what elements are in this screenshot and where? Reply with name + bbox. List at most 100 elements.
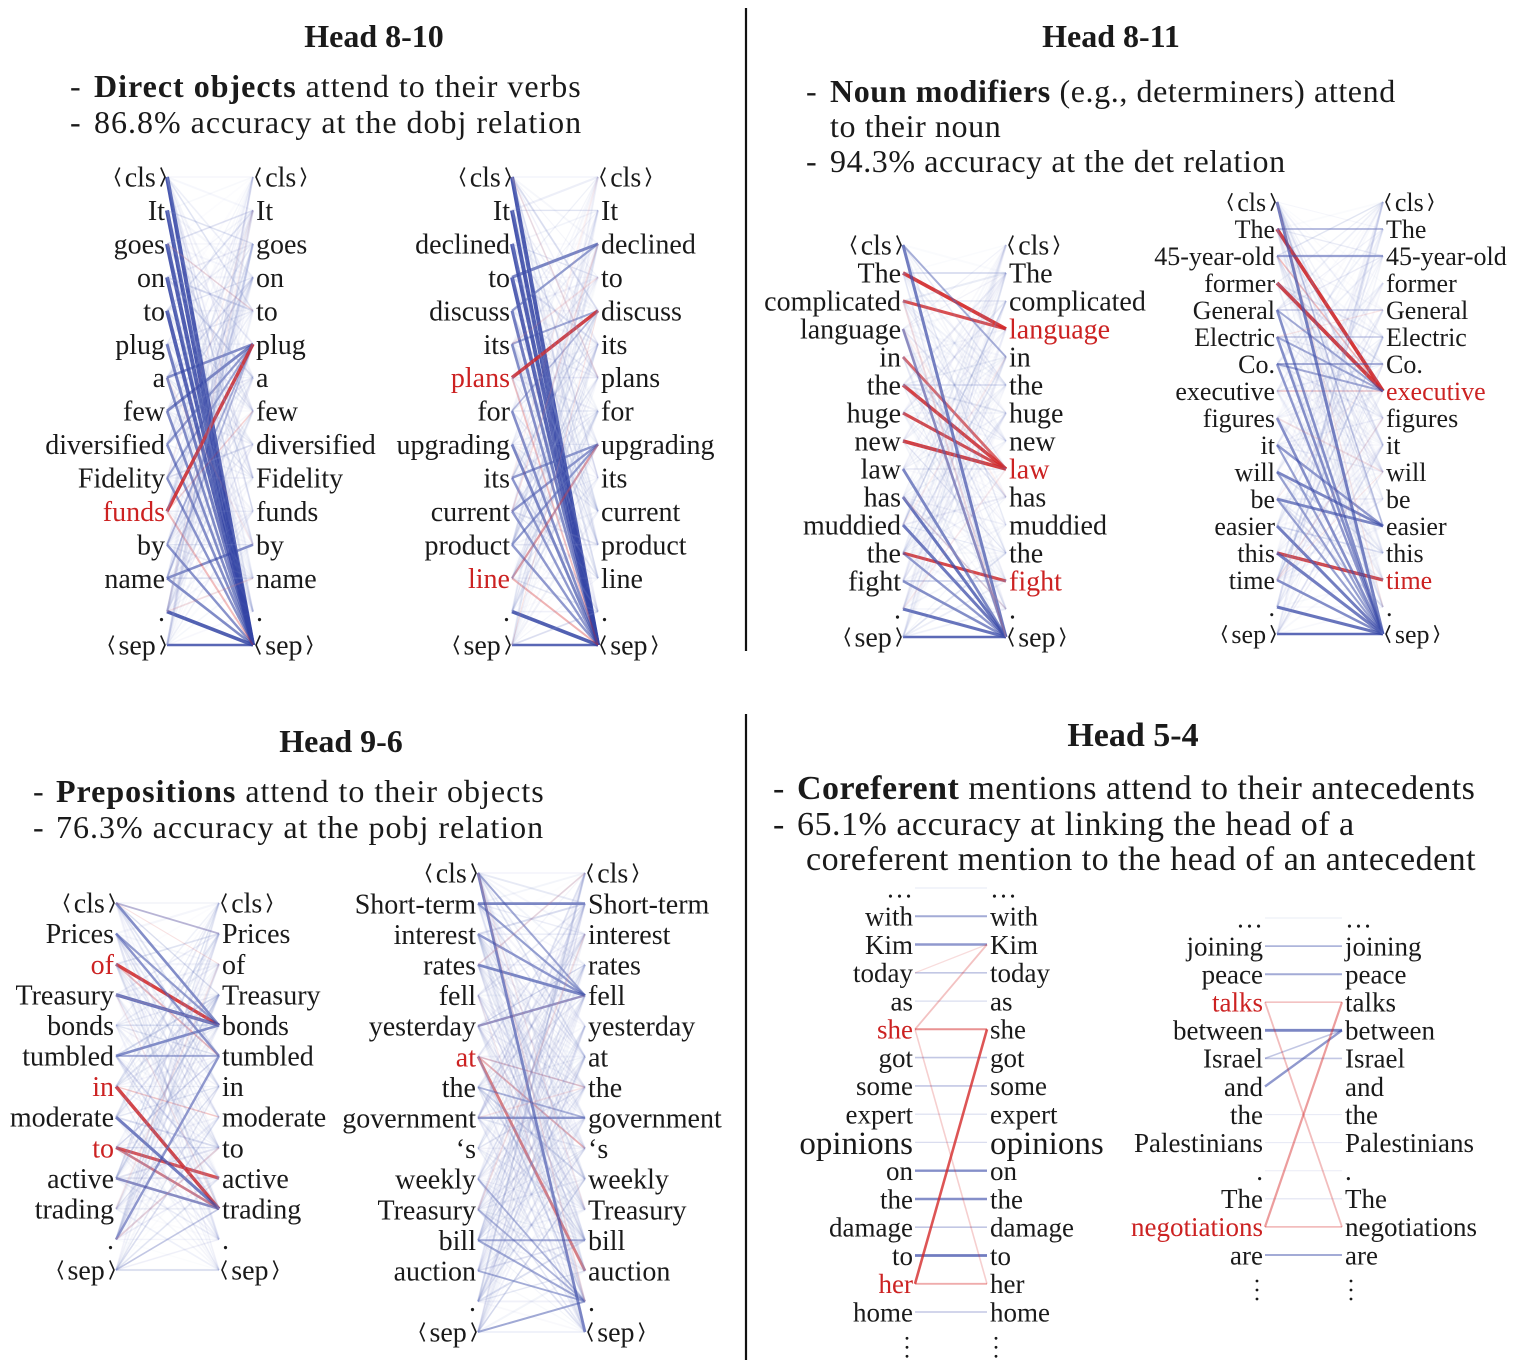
svg-text:at: at	[588, 1042, 608, 1073]
svg-text:some: some	[990, 1071, 1047, 1101]
svg-text:coreferent mention to the head: coreferent mention to the head of an ant…	[806, 841, 1476, 878]
svg-text:interest: interest	[588, 920, 671, 951]
svg-text:Head 5-4: Head 5-4	[1067, 717, 1198, 754]
svg-text:-: -	[806, 73, 817, 109]
svg-text:as: as	[990, 986, 1013, 1016]
svg-text:fell: fell	[588, 981, 626, 1012]
svg-text:has: has	[864, 483, 901, 514]
svg-text:in: in	[222, 1072, 244, 1103]
svg-text:diversified: diversified	[45, 430, 165, 461]
svg-text:a: a	[256, 363, 269, 394]
svg-text:to: to	[222, 1133, 244, 1164]
svg-text:It: It	[148, 196, 165, 227]
svg-text:today: today	[990, 958, 1050, 988]
svg-text:tumbled: tumbled	[22, 1042, 114, 1073]
svg-text:weekly: weekly	[588, 1165, 669, 1196]
svg-text:-: -	[806, 143, 817, 179]
svg-text:the: the	[867, 371, 901, 402]
svg-text:line: line	[468, 564, 510, 595]
svg-text:negotiations: negotiations	[1131, 1212, 1263, 1242]
svg-text:plug: plug	[115, 330, 165, 361]
svg-text:be: be	[1250, 485, 1275, 514]
svg-text:cls: cls	[1237, 188, 1266, 217]
svg-text:she: she	[877, 1015, 913, 1045]
svg-text:language: language	[1009, 315, 1110, 346]
svg-text:has: has	[1009, 483, 1046, 514]
svg-text:law: law	[861, 455, 902, 486]
svg-text:cls: cls	[610, 163, 641, 194]
svg-text:government: government	[588, 1104, 722, 1135]
svg-text:joining: joining	[1185, 931, 1263, 961]
svg-text:for: for	[601, 397, 634, 428]
svg-text:goes: goes	[256, 230, 307, 261]
svg-text:94.3% accuracy at the det rela: 94.3% accuracy at the det relation	[830, 143, 1286, 179]
svg-text:interest: interest	[394, 920, 477, 951]
svg-text:as: as	[891, 986, 914, 1016]
svg-text:declined: declined	[601, 230, 696, 261]
svg-text:It: It	[493, 196, 510, 227]
svg-text:.: .	[469, 1287, 476, 1318]
svg-text:rates: rates	[423, 951, 476, 982]
svg-text:sep: sep	[429, 1318, 466, 1349]
svg-text:Palestinians: Palestinians	[1134, 1128, 1263, 1158]
svg-text:active: active	[222, 1164, 289, 1195]
svg-text:are: are	[1230, 1240, 1263, 1270]
svg-text:former: former	[1204, 269, 1275, 298]
svg-text:-: -	[773, 806, 785, 843]
svg-text:weekly: weekly	[395, 1165, 476, 1196]
svg-text:joining: joining	[1344, 931, 1422, 961]
svg-text:her: her	[990, 1269, 1024, 1299]
svg-text:easier: easier	[1386, 512, 1447, 541]
svg-text:her: her	[879, 1269, 913, 1299]
svg-text:Kim: Kim	[990, 930, 1038, 960]
svg-text:funds: funds	[256, 497, 318, 528]
svg-text:discuss: discuss	[601, 296, 682, 327]
svg-text:plans: plans	[601, 363, 660, 394]
svg-text:sep: sep	[265, 631, 302, 662]
svg-text:opinions: opinions	[799, 1126, 913, 1162]
svg-text:-: -	[70, 68, 82, 104]
svg-text:trading: trading	[222, 1195, 301, 1226]
svg-text:86.8% accuracy at the dobj rel: 86.8% accuracy at the dobj relation	[94, 104, 582, 140]
svg-text:with: with	[865, 902, 914, 932]
svg-text:home: home	[853, 1297, 913, 1327]
svg-text:Treasury: Treasury	[377, 1195, 476, 1226]
svg-text:government: government	[342, 1104, 476, 1135]
svg-text:in: in	[92, 1072, 114, 1103]
svg-text:Noun modifiers (e.g., determin: Noun modifiers (e.g., determiners) atten…	[830, 73, 1396, 109]
svg-text:to: to	[892, 1241, 913, 1271]
svg-text:The: The	[1235, 215, 1275, 244]
svg-text:the: the	[588, 1073, 622, 1104]
svg-text:Israel: Israel	[1203, 1044, 1263, 1074]
svg-text:-: -	[70, 104, 82, 140]
svg-text:time: time	[1229, 566, 1275, 595]
svg-text:Electric: Electric	[1194, 323, 1275, 352]
svg-text:45-year-old: 45-year-old	[1154, 242, 1275, 271]
svg-text:between: between	[1173, 1016, 1263, 1046]
svg-text:fight: fight	[848, 567, 901, 598]
svg-text:Short-term: Short-term	[588, 889, 710, 920]
svg-text:the: the	[1009, 371, 1043, 402]
svg-text:.: .	[1009, 595, 1016, 626]
svg-text:auction: auction	[588, 1257, 670, 1288]
svg-text:…: …	[1345, 903, 1372, 933]
svg-text:to: to	[990, 1241, 1011, 1271]
svg-text:.: .	[256, 597, 263, 628]
svg-text:complicated: complicated	[1009, 287, 1146, 318]
svg-text:name: name	[256, 564, 317, 595]
svg-text:fell: fell	[439, 981, 477, 1012]
svg-text:.: .	[601, 597, 608, 628]
svg-text:talks: talks	[1212, 988, 1263, 1018]
svg-text:figures: figures	[1386, 404, 1458, 433]
svg-text:cls: cls	[231, 889, 262, 920]
svg-text:yesterday: yesterday	[369, 1012, 476, 1043]
svg-text:new: new	[1009, 427, 1056, 458]
svg-text:sep: sep	[463, 631, 500, 662]
svg-text:on: on	[886, 1156, 914, 1186]
svg-text:45-year-old: 45-year-old	[1386, 242, 1507, 271]
svg-text:this: this	[1237, 539, 1275, 568]
svg-text:Palestinians: Palestinians	[1345, 1128, 1474, 1158]
svg-text:cls: cls	[125, 163, 156, 194]
svg-text:General: General	[1193, 296, 1275, 325]
svg-text:-: -	[33, 809, 45, 845]
